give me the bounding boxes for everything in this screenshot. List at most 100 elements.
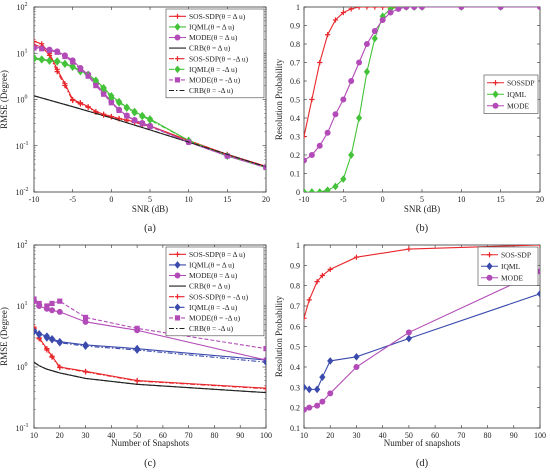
data-point [324, 186, 331, 192]
data-point [124, 113, 130, 119]
data-point [332, 111, 339, 118]
data-point [70, 97, 76, 104]
data-point [115, 98, 123, 107]
legend-marker [486, 252, 493, 258]
legend-marker [174, 315, 181, 321]
data-point [314, 402, 321, 409]
data-point [319, 272, 325, 279]
data-point [406, 246, 412, 252]
data-point [46, 52, 53, 58]
y-tick-label: 102 [17, 2, 28, 12]
data-point [319, 373, 326, 382]
data-point [82, 342, 89, 350]
y-tick-label: 0.3 [290, 133, 300, 142]
legend-entry: SOS-SDP(θ = Δ u) [189, 12, 246, 21]
legend-box [165, 246, 265, 337]
data-point [497, 7, 504, 10]
y-tick-label: 0.2 [290, 404, 300, 413]
data-point [34, 42, 37, 48]
x-tick-label: -10 [299, 195, 310, 204]
x-tick-label: 0 [109, 195, 113, 204]
data-point [34, 327, 38, 336]
data-point [313, 385, 321, 394]
panel-b: -10 -5 0 5 10 15 20 0 0.1 0.2 0.3 0.4 0.5 0.6 0.7 0.8 0.… [274, 3, 544, 234]
data-point [70, 59, 76, 65]
data-point [262, 358, 266, 367]
panel-label: (d) [416, 458, 429, 469]
series-line-8 [34, 95, 266, 168]
x-tick-label: 90 [510, 431, 518, 440]
y-tick-label: 0.6 [290, 77, 300, 86]
data-point [34, 325, 37, 331]
data-point [69, 63, 76, 72]
y-tick-label: 0.3 [290, 383, 300, 392]
legend-marker [174, 23, 181, 31]
legend-entry: MODE(θ = Δ u) [189, 33, 238, 42]
data-point [356, 7, 362, 10]
x-tick-label: 20 [262, 195, 270, 204]
data-point [325, 32, 331, 38]
y-tick-label: 10-1 [16, 423, 29, 433]
x-axis-label: Number of Snapshots [111, 438, 189, 448]
x-tick-label: 70 [457, 431, 465, 440]
data-point [364, 7, 370, 10]
data-point [405, 334, 413, 343]
legend-box [165, 8, 265, 99]
y-tick-label: 0.4 [290, 363, 300, 372]
legend-marker [174, 77, 181, 83]
data-point [332, 182, 339, 191]
data-point [371, 34, 378, 43]
data-point [327, 266, 333, 272]
data-point [224, 153, 230, 159]
y-tick-label: 100 [17, 95, 28, 105]
data-point [93, 82, 99, 89]
data-point [134, 325, 140, 331]
data-point [44, 303, 50, 309]
legend-marker [174, 251, 181, 257]
data-point [379, 16, 386, 23]
data-point [304, 406, 307, 413]
data-point [36, 330, 43, 339]
data-point [355, 114, 363, 122]
data-point [348, 78, 355, 85]
data-point [371, 28, 378, 35]
y-tick-label: 0.4 [290, 114, 300, 123]
data-point [56, 338, 63, 347]
data-point [348, 7, 354, 12]
data-point [131, 108, 138, 117]
x-tick-label: 20 [326, 431, 334, 440]
data-point [77, 66, 83, 72]
data-point [314, 279, 320, 285]
x-tick-label: 5 [420, 195, 424, 204]
data-point [319, 398, 326, 405]
series-group [34, 296, 266, 394]
y-tick-label: 0.8 [290, 40, 300, 49]
x-axis-label: SNR (dB) [132, 204, 168, 214]
legend-entry: MODE(θ = Δ u) [189, 271, 238, 280]
data-point [82, 369, 89, 375]
data-point [353, 254, 360, 260]
legend-entry: SOS-SDP [501, 250, 531, 259]
data-point [458, 7, 465, 10]
data-point [39, 46, 45, 52]
data-point [62, 82, 68, 89]
y-tick-label: 0.2 [290, 151, 300, 160]
data-point [306, 404, 313, 411]
data-point [61, 60, 69, 69]
y-tick-label: 1 [296, 241, 300, 250]
y-tick-label: 0.5 [290, 343, 300, 352]
series-line-5 [34, 328, 266, 390]
y-tick-label: 102 [17, 240, 28, 250]
x-tick-label: 70 [185, 431, 193, 440]
y-tick-label: 0.1 [290, 424, 300, 433]
x-tick-label: 5 [148, 195, 152, 204]
data-point [49, 354, 55, 360]
legend-entry: SOS-SDP(θ = Δ u) [189, 250, 246, 259]
data-point [304, 315, 307, 321]
data-point [306, 297, 312, 303]
data-point [380, 7, 386, 10]
y-tick-label: 0.7 [290, 302, 300, 311]
x-tick-label: 30 [82, 431, 90, 440]
legend: SOS-SDP(θ = Δ u) IQML(θ = Δ u)MODE(θ = Δ … [165, 8, 265, 99]
